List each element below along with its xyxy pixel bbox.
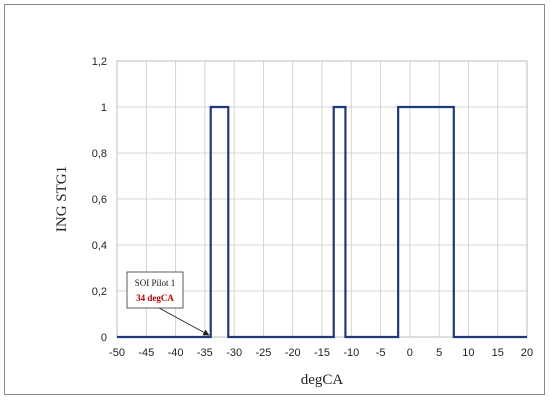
x-axis-ticks: -50 -45 -40 -35 -30 -25 -20 -15 -10 -5 0 5 10 15 20 bbox=[109, 347, 533, 359]
y-tick-label: 0,8 bbox=[92, 148, 107, 160]
annotation-label: SOI Pilot 1 bbox=[135, 278, 176, 288]
y-tick-label: 0,4 bbox=[92, 240, 107, 252]
x-tick-label: 20 bbox=[521, 347, 533, 359]
x-axis-title: degCA bbox=[301, 372, 344, 388]
x-tick-label: 15 bbox=[492, 347, 504, 359]
y-axis-title: ING STG1 bbox=[54, 166, 70, 232]
y-axis-ticks: 0 0,2 0,4 0,6 0,8 1 1,2 bbox=[92, 56, 107, 344]
y-tick-label: 1 bbox=[101, 102, 107, 114]
x-tick-label: -35 bbox=[197, 347, 213, 359]
x-tick-label: 0 bbox=[407, 347, 413, 359]
annotation-box bbox=[126, 271, 184, 309]
annotation-callout: SOI Pilot 1 34 degCA bbox=[126, 271, 210, 336]
y-tick-label: 1,2 bbox=[92, 56, 107, 68]
x-tick-label: -15 bbox=[314, 347, 330, 359]
annotation-value: 34 degCA bbox=[136, 293, 174, 303]
x-tick-label: -30 bbox=[226, 347, 242, 359]
y-tick-label: 0 bbox=[101, 332, 107, 344]
x-tick-label: -45 bbox=[138, 347, 154, 359]
y-tick-label: 0,6 bbox=[92, 194, 107, 206]
x-tick-label: -10 bbox=[343, 347, 359, 359]
x-tick-label: -40 bbox=[168, 347, 184, 359]
x-tick-label: -20 bbox=[285, 347, 301, 359]
x-tick-label: 5 bbox=[436, 347, 442, 359]
x-tick-label: -25 bbox=[255, 347, 271, 359]
y-tick-label: 0,2 bbox=[92, 286, 107, 298]
series bbox=[117, 105, 527, 339]
x-tick-label: 10 bbox=[462, 347, 474, 359]
x-tick-label: -5 bbox=[376, 347, 386, 359]
x-tick-label: -50 bbox=[109, 347, 125, 359]
annotation-arrow bbox=[158, 307, 210, 336]
series-line bbox=[117, 105, 527, 339]
